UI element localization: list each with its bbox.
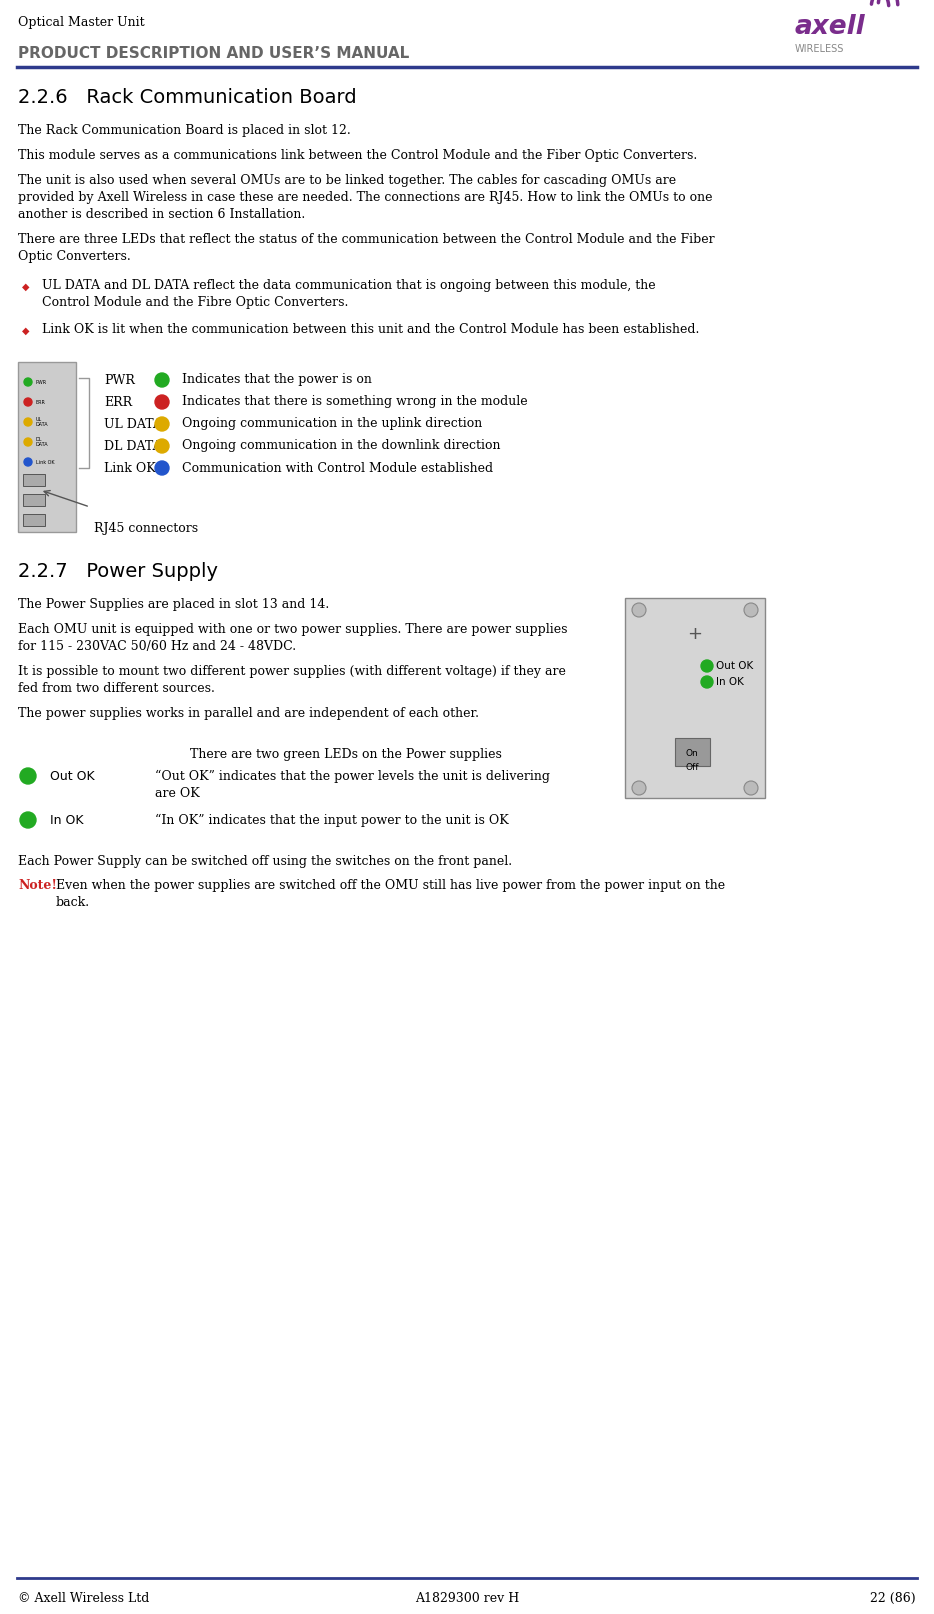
Text: On: On — [686, 749, 699, 757]
Bar — [625, 599, 765, 797]
Text: Link OK is lit when the communication between this unit and the Control Module h: Link OK is lit when the communication be… — [42, 323, 700, 336]
Circle shape — [20, 812, 36, 828]
Bar — [23, 513, 45, 526]
Text: +: + — [687, 625, 702, 642]
Circle shape — [744, 781, 758, 796]
Circle shape — [20, 768, 36, 784]
Circle shape — [24, 418, 32, 426]
Text: PRODUCT DESCRIPTION AND USER’S MANUAL: PRODUCT DESCRIPTION AND USER’S MANUAL — [18, 47, 409, 61]
Circle shape — [155, 373, 169, 387]
Text: ERR: ERR — [104, 395, 132, 408]
Text: Link OK: Link OK — [104, 462, 156, 475]
Text: ◆: ◆ — [22, 282, 30, 292]
Text: 22 (86): 22 (86) — [870, 1591, 916, 1604]
Text: Ongoing communication in the downlink direction: Ongoing communication in the downlink di… — [182, 439, 501, 452]
Circle shape — [155, 462, 169, 475]
Text: PWR: PWR — [36, 379, 47, 384]
Circle shape — [24, 437, 32, 445]
Circle shape — [24, 458, 32, 466]
Text: Ongoing communication in the uplink direction: Ongoing communication in the uplink dire… — [182, 418, 482, 431]
Text: The Power Supplies are placed in slot 13 and 14.: The Power Supplies are placed in slot 13… — [18, 599, 330, 612]
Text: In OK: In OK — [50, 813, 83, 826]
Circle shape — [632, 781, 646, 796]
Text: The Rack Communication Board is placed in slot 12.: The Rack Communication Board is placed i… — [18, 124, 351, 137]
Text: Communication with Control Module established: Communication with Control Module establ… — [182, 462, 493, 475]
Text: © Axell Wireless Ltd: © Axell Wireless Ltd — [18, 1591, 149, 1604]
Circle shape — [155, 395, 169, 408]
Text: axell: axell — [795, 15, 866, 40]
Circle shape — [701, 660, 713, 671]
Text: Out OK: Out OK — [716, 662, 753, 671]
Text: Out OK: Out OK — [50, 770, 94, 783]
Text: There are two green LEDs on the Power supplies: There are two green LEDs on the Power su… — [190, 747, 502, 760]
Text: “Out OK” indicates that the power levels the unit is delivering
are OK: “Out OK” indicates that the power levels… — [155, 770, 550, 801]
Text: Optical Master Unit: Optical Master Unit — [18, 16, 145, 29]
Text: ERR: ERR — [36, 400, 46, 405]
Text: PWR: PWR — [104, 373, 134, 386]
Text: This module serves as a communications link between the Control Module and the F: This module serves as a communications l… — [18, 148, 698, 161]
Text: It is possible to mount two different power supplies (with different voltage) if: It is possible to mount two different po… — [18, 665, 566, 696]
Text: 2.2.6   Rack Communication Board: 2.2.6 Rack Communication Board — [18, 89, 357, 107]
Text: Note!: Note! — [18, 880, 57, 893]
Circle shape — [24, 378, 32, 386]
Circle shape — [632, 604, 646, 617]
Text: “In OK” indicates that the input power to the unit is OK: “In OK” indicates that the input power t… — [155, 813, 509, 828]
Circle shape — [701, 676, 713, 688]
Text: UL DATA and DL DATA reflect the data communication that is ongoing between this : UL DATA and DL DATA reflect the data com… — [42, 279, 656, 308]
Text: DL
DATA: DL DATA — [36, 437, 49, 447]
Text: Each Power Supply can be switched off using the switches on the front panel.: Each Power Supply can be switched off us… — [18, 855, 512, 868]
Text: 2.2.7   Power Supply: 2.2.7 Power Supply — [18, 562, 218, 581]
Text: A1829300 rev H: A1829300 rev H — [415, 1591, 519, 1604]
Circle shape — [744, 604, 758, 617]
Text: ◆: ◆ — [22, 326, 30, 336]
Text: The unit is also used when several OMUs are to be linked together. The cables fo: The unit is also used when several OMUs … — [18, 174, 713, 221]
Text: Off: Off — [686, 762, 699, 771]
Text: The power supplies works in parallel and are independent of each other.: The power supplies works in parallel and… — [18, 707, 479, 720]
Circle shape — [155, 416, 169, 431]
Circle shape — [24, 399, 32, 407]
Text: UL DATA: UL DATA — [104, 418, 162, 431]
Bar — [675, 738, 710, 767]
Text: In OK: In OK — [716, 676, 743, 688]
Bar — [18, 362, 76, 533]
Circle shape — [155, 439, 169, 454]
Bar — [23, 494, 45, 507]
Text: Even when the power supplies are switched off the OMU still has live power from : Even when the power supplies are switche… — [56, 880, 725, 909]
Text: RJ45 connectors: RJ45 connectors — [94, 521, 198, 534]
Text: Indicates that the power is on: Indicates that the power is on — [182, 373, 372, 386]
Text: Link OK: Link OK — [36, 460, 54, 465]
Text: UL
DATA: UL DATA — [36, 416, 49, 428]
Text: Indicates that there is something wrong in the module: Indicates that there is something wrong … — [182, 395, 528, 408]
Text: DL DATA: DL DATA — [104, 439, 162, 452]
Text: Each OMU unit is equipped with one or two power supplies. There are power suppli: Each OMU unit is equipped with one or tw… — [18, 623, 568, 654]
Bar — [23, 475, 45, 486]
Text: WIRELESS: WIRELESS — [795, 44, 844, 53]
Text: There are three LEDs that reflect the status of the communication between the Co: There are three LEDs that reflect the st… — [18, 232, 715, 263]
